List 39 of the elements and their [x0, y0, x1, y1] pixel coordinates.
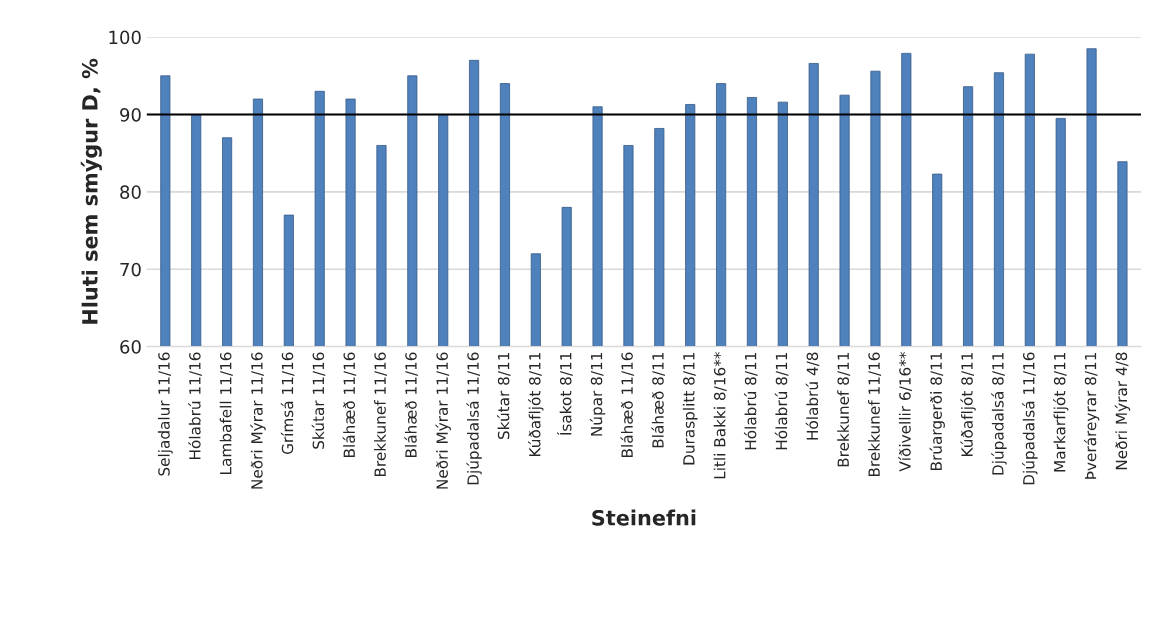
x-tick-label: Þveráreyrar 8/11 [1083, 352, 1100, 479]
x-tick-label: Kúðafljót 8/11 [960, 352, 976, 457]
x-tick-label: Brekkunef 11/16 [868, 352, 882, 477]
y-axis-title: Hluti sem smýgur D, % [80, 58, 102, 324]
x-tick-label: Grímsá 11/16 [280, 352, 295, 455]
x-tick-label: Brúargerði 8/11 [929, 352, 945, 470]
x-tick-label: Bláhæð 11/16 [620, 352, 635, 458]
x-tick-label: Djúpadalsá 11/16 [466, 352, 482, 485]
x-tick-label: Neðri Mýrar 11/16 [250, 352, 266, 489]
x-tick-label: Seljadalur 11/16 [157, 352, 173, 476]
y-tick-label: 80 [120, 185, 141, 200]
x-tick-label: Litli Bakki 8/16** [713, 351, 727, 479]
x-axis-title: Steinefni [592, 509, 696, 526]
x-tick-label: Víðivellir 6/16** [898, 351, 912, 472]
x-tick-label: Kúðafljót 8/11 [528, 352, 544, 457]
y-tick-label: 60 [120, 340, 141, 354]
y-tick-label: 70 [120, 262, 141, 277]
x-tick-label: Skútar 11/16 [311, 352, 326, 449]
x-tick-label: Djúpadalsá 8/11 [991, 352, 1007, 475]
x-tick-label: Hólabrú 11/16 [188, 352, 202, 459]
x-tick-label: Djúpadalsá 11/16 [1022, 352, 1038, 485]
x-tick-label: Durasplitt 8/11 [682, 352, 698, 465]
x-tick-label: Brekkunef 8/11 [837, 352, 851, 467]
x-tick-label: Skútar 8/11 [496, 352, 511, 440]
x-tick-label: Neðri Mýrar 4/8 [1114, 352, 1131, 470]
x-tick-label: Bláhæð 8/11 [651, 352, 665, 448]
x-tick-label: Lambafell 11/16 [219, 352, 233, 474]
x-tick-label: Brekkunef 11/16 [374, 352, 388, 477]
x-tick-label: Hólabrú 8/11 [774, 352, 789, 450]
y-tick-label: 100 [109, 30, 141, 45]
x-tick-label: Ísakot 8/11 [557, 352, 573, 435]
x-tick-label: Neðri Mýrar 11/16 [435, 352, 451, 489]
x-tick-label: Bláhæð 11/16 [342, 352, 357, 458]
x-tick-label: Bláhæð 11/16 [404, 352, 418, 458]
x-tick-label: Hólabrú 8/11 [743, 352, 758, 450]
y-tick-label: 90 [120, 107, 141, 122]
x-tick-label: Markarfljót 8/11 [1053, 352, 1069, 472]
x-tick-label: Hólabrú 4/8 [805, 352, 820, 440]
x-tick-label: Núpar 8/11 [589, 352, 606, 436]
